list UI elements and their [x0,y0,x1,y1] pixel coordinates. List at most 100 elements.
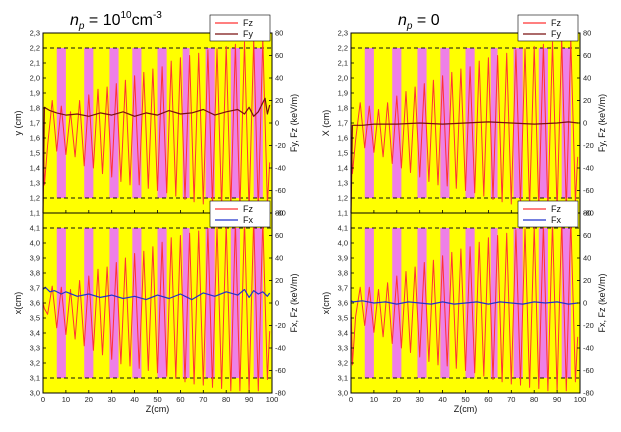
title-relation: = 0 [412,12,439,29]
x-tick-label: 40 [130,395,138,404]
series-line-Fz [42,218,271,392]
x-tick-label: 20 [393,395,401,404]
title-superscript: 10 [121,10,133,21]
y-right-tick-label: 80 [583,29,591,38]
y-left-tick-label: 3,1 [338,374,348,383]
y-left-tick-label: 1,8 [30,104,40,113]
pink-band [253,48,263,198]
y-left-tick-label: 1,9 [30,89,40,98]
x-tick-label: 10 [370,395,378,404]
legend-label: Fy [551,29,561,39]
x-tick-label: 20 [85,395,93,404]
title-subscript: p [406,21,413,32]
y-left-tick-label: 1,6 [338,134,348,143]
y-right-tick-label: 60 [275,231,283,240]
pink-band [56,48,66,198]
x-tick-label: 80 [222,395,230,404]
y-right-tick-label: -20 [275,321,286,330]
y-left-tick-label: 3,1 [30,374,40,383]
y-left-tick-label: 1,1 [30,209,40,218]
y-left-tick-label: 3,0 [30,389,40,398]
title-variable: n [70,12,79,29]
x-tick-label: 90 [553,395,561,404]
x-tick-label: 80 [530,395,538,404]
y-right-tick-label: 20 [583,96,591,105]
y-left-tick-label: 1,3 [338,179,348,188]
pink-band [538,48,548,198]
series-line-Fz [350,38,579,212]
chart-title: np = 0 [398,12,440,32]
chart-title: np = 1010cm-3 [70,10,162,32]
y-left-tick-label: 3,9 [338,254,348,263]
y-left-axis-label: X (cm) [321,110,331,137]
y-left-tick-label: 3,4 [30,329,40,338]
legend-box [209,14,271,42]
y-left-tick-label: 1,2 [338,194,348,203]
y-right-axis-label: Fx, Fz (keV/m) [597,274,607,333]
y-right-tick-label: 80 [275,29,283,38]
x-axis-label: Z(cm) [146,404,170,414]
chart-panel-bottom-right: 3,0 3,1 3,2 3,3 3,4 3,5 3,6 3,7 3,8 3,9 4,0 4,1 -80 -… [321,200,607,414]
legend-label: Fz [551,204,561,214]
pink-band [230,228,240,378]
y-right-tick-label: -60 [275,366,286,375]
x-tick-label: 90 [245,395,253,404]
y-left-tick-label: 1,1 [338,209,348,218]
x-tick-label: 50 [153,395,161,404]
y-left-axis-label: x(cm) [13,292,23,315]
x-tick-label: 100 [574,395,587,404]
y-right-tick-label: -40 [583,344,594,353]
pink-band [253,228,263,378]
legend-box [517,14,579,42]
y-right-axis-label: Fy, Fz (keV/m) [597,94,607,152]
x-tick-label: 60 [484,395,492,404]
y-right-tick-label: 60 [275,51,283,60]
x-tick-label: 0 [41,395,45,404]
y-right-tick-label: -20 [583,141,594,150]
x-tick-label: 30 [416,395,424,404]
title-variable: n [398,12,407,29]
pink-band [490,48,498,198]
y-right-tick-label: -80 [583,209,594,218]
y-left-axis-label: x(cm) [321,292,331,315]
pink-band [561,228,571,378]
y-left-tick-label: 2,2 [338,44,348,53]
y-right-tick-label: 0 [275,119,279,128]
x-tick-label: 30 [108,395,116,404]
pink-band [182,48,190,198]
y-left-tick-label: 3,2 [30,359,40,368]
y-left-tick-label: 2,0 [338,74,348,83]
title-unit-superscript: -3 [153,10,162,21]
pink-band [364,48,374,198]
legend-label: Fy [243,29,253,39]
legend-label: Fz [551,18,561,28]
x-tick-label: 60 [176,395,184,404]
pink-band [56,228,66,378]
series-line-Fx [350,300,578,305]
chart-panel-top-left: 1,1 1,2 1,3 1,4 1,5 1,6 1,7 1,8 1,9 2,0 2,1 2,2 2,3 -… [13,10,299,218]
legend-label: Fx [243,215,253,225]
y-left-tick-label: 3,7 [30,284,40,293]
y-left-tick-label: 2,2 [30,44,40,53]
y-left-tick-label: 1,5 [30,149,40,158]
y-right-axis-label: Fy, Fz (keV/m) [289,94,299,152]
series-line-Fx [42,286,271,301]
y-left-tick-label: 2,1 [30,59,40,68]
x-tick-label: 0 [349,395,353,404]
y-right-tick-label: -80 [275,389,286,398]
y-right-tick-label: 60 [583,51,591,60]
pink-band [364,228,374,378]
y-right-tick-label: 0 [583,299,587,308]
y-left-tick-label: 4,0 [30,239,40,248]
y-left-tick-label: 3,8 [338,269,348,278]
y-left-tick-label: 3,4 [338,329,348,338]
y-right-tick-label: -20 [583,321,594,330]
series-line-Fz [350,218,579,392]
y-left-tick-label: 1,3 [30,179,40,188]
x-tick-label: 70 [199,395,207,404]
y-right-tick-label: 80 [583,209,591,218]
